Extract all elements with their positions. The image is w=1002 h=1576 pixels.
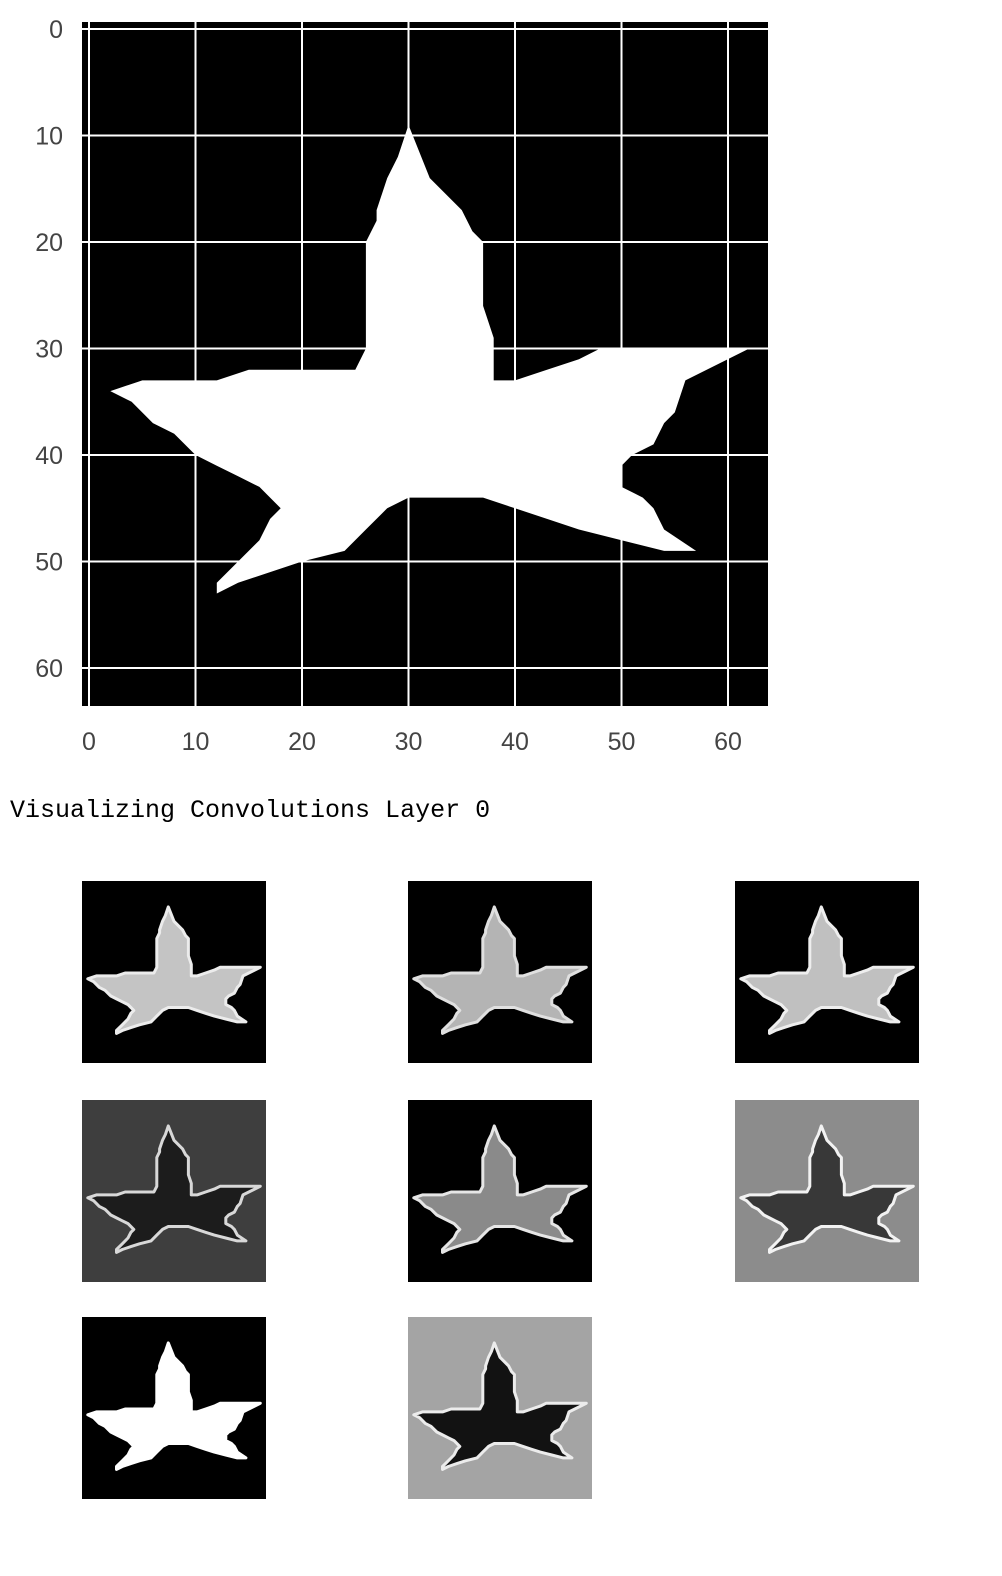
feature-map-image	[82, 1317, 266, 1499]
feature-map-4	[82, 1100, 266, 1282]
y-tick-labels: 0 10 20 30 40 50 60	[35, 16, 63, 683]
layer-caption: Visualizing Convolutions Layer 0	[10, 796, 491, 825]
x-tick-label: 40	[501, 728, 529, 756]
y-tick-label: 20	[35, 229, 63, 257]
feature-map-1	[82, 881, 266, 1063]
feature-map-star	[739, 1124, 915, 1254]
feature-map-7	[82, 1317, 266, 1499]
x-tick-label: 50	[608, 728, 636, 756]
x-tick-label: 20	[288, 728, 316, 756]
feature-map-image	[82, 1100, 266, 1282]
feature-map-2	[408, 881, 592, 1063]
feature-map-image	[408, 1100, 592, 1282]
feature-map-star	[86, 1124, 262, 1254]
feature-map-image	[408, 1317, 592, 1499]
main-plot: 0 10 20 30 40 50 60 0 10 20 30 40 50 60	[35, 16, 768, 756]
feature-map-image	[735, 1100, 919, 1282]
feature-map-star	[86, 1341, 262, 1471]
feature-map-6	[735, 1100, 919, 1282]
feature-map-image	[408, 881, 592, 1063]
feature-map-3	[735, 881, 919, 1063]
feature-map-8	[408, 1317, 592, 1499]
x-tick-label: 0	[82, 728, 96, 756]
feature-map-star	[739, 905, 915, 1035]
x-tick-label: 60	[714, 728, 742, 756]
feature-map-star	[412, 1341, 588, 1471]
y-tick-label: 40	[35, 442, 63, 470]
star-shape	[110, 124, 750, 594]
feature-map-star	[412, 1124, 588, 1254]
x-tick-label: 30	[395, 728, 423, 756]
feature-map-5	[408, 1100, 592, 1282]
x-tick-label: 10	[182, 728, 210, 756]
y-tick-label: 30	[35, 336, 63, 364]
y-tick-label: 50	[35, 549, 63, 577]
y-tick-label: 10	[35, 123, 63, 151]
feature-map-star	[86, 905, 262, 1035]
y-tick-label: 0	[49, 16, 63, 44]
feature-map-star	[412, 905, 588, 1035]
feature-map-image	[735, 881, 919, 1063]
feature-map-image	[82, 881, 266, 1063]
y-tick-label: 60	[35, 655, 63, 683]
x-tick-labels: 0 10 20 30 40 50 60	[82, 728, 742, 756]
